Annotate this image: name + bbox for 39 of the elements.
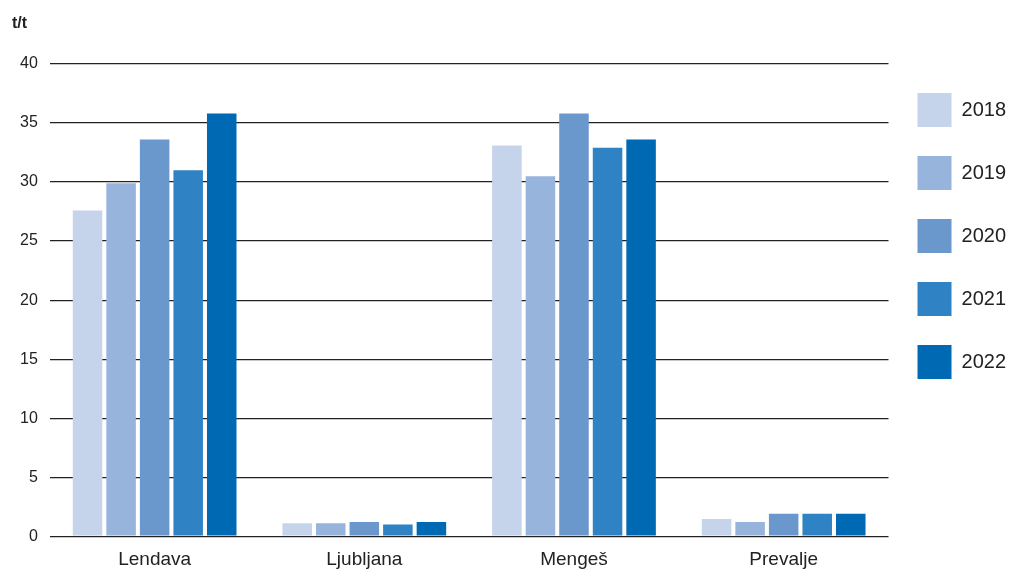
- legend-label: 2022: [961, 349, 1007, 372]
- x-tick-label: Lendava: [118, 547, 192, 569]
- y-tick-label: 40: [20, 54, 38, 72]
- y-tick-label: 5: [28, 467, 38, 485]
- y-tick-label: 30: [20, 172, 38, 190]
- bar: [282, 523, 312, 536]
- y-axis-title: t/t: [12, 14, 28, 32]
- legend-label: 2020: [961, 223, 1007, 246]
- bar: [139, 139, 170, 536]
- bar: [701, 519, 732, 536]
- x-tick-label: Mengeš: [540, 547, 608, 569]
- y-tick-label: 15: [20, 349, 38, 367]
- bar: [559, 113, 589, 536]
- bar: [383, 524, 413, 536]
- bar: [416, 522, 447, 536]
- x-tick-label: Prevalje: [749, 547, 818, 569]
- y-tick-label: 20: [20, 290, 38, 308]
- bar: [735, 522, 765, 536]
- bar: [349, 522, 380, 536]
- y-tick-label: 25: [20, 231, 38, 249]
- bar: [626, 139, 656, 536]
- legend-label: 2021: [961, 286, 1007, 309]
- bar: [492, 145, 522, 536]
- bar: [316, 523, 346, 536]
- x-tick-label: Ljubljana: [326, 547, 403, 569]
- bar: [206, 113, 237, 536]
- y-tick-label: 35: [20, 113, 38, 131]
- bar: [173, 170, 203, 536]
- bar: [525, 176, 556, 536]
- bar: [836, 513, 866, 536]
- bar: [768, 513, 799, 536]
- bar: [72, 210, 103, 536]
- bar: [802, 513, 832, 536]
- bar: [592, 147, 623, 536]
- y-tick-label: 0: [28, 526, 38, 544]
- legend-label: 2019: [961, 160, 1007, 183]
- y-tick-label: 10: [20, 408, 38, 426]
- bar: [106, 183, 136, 536]
- legend-label: 2018: [961, 97, 1007, 120]
